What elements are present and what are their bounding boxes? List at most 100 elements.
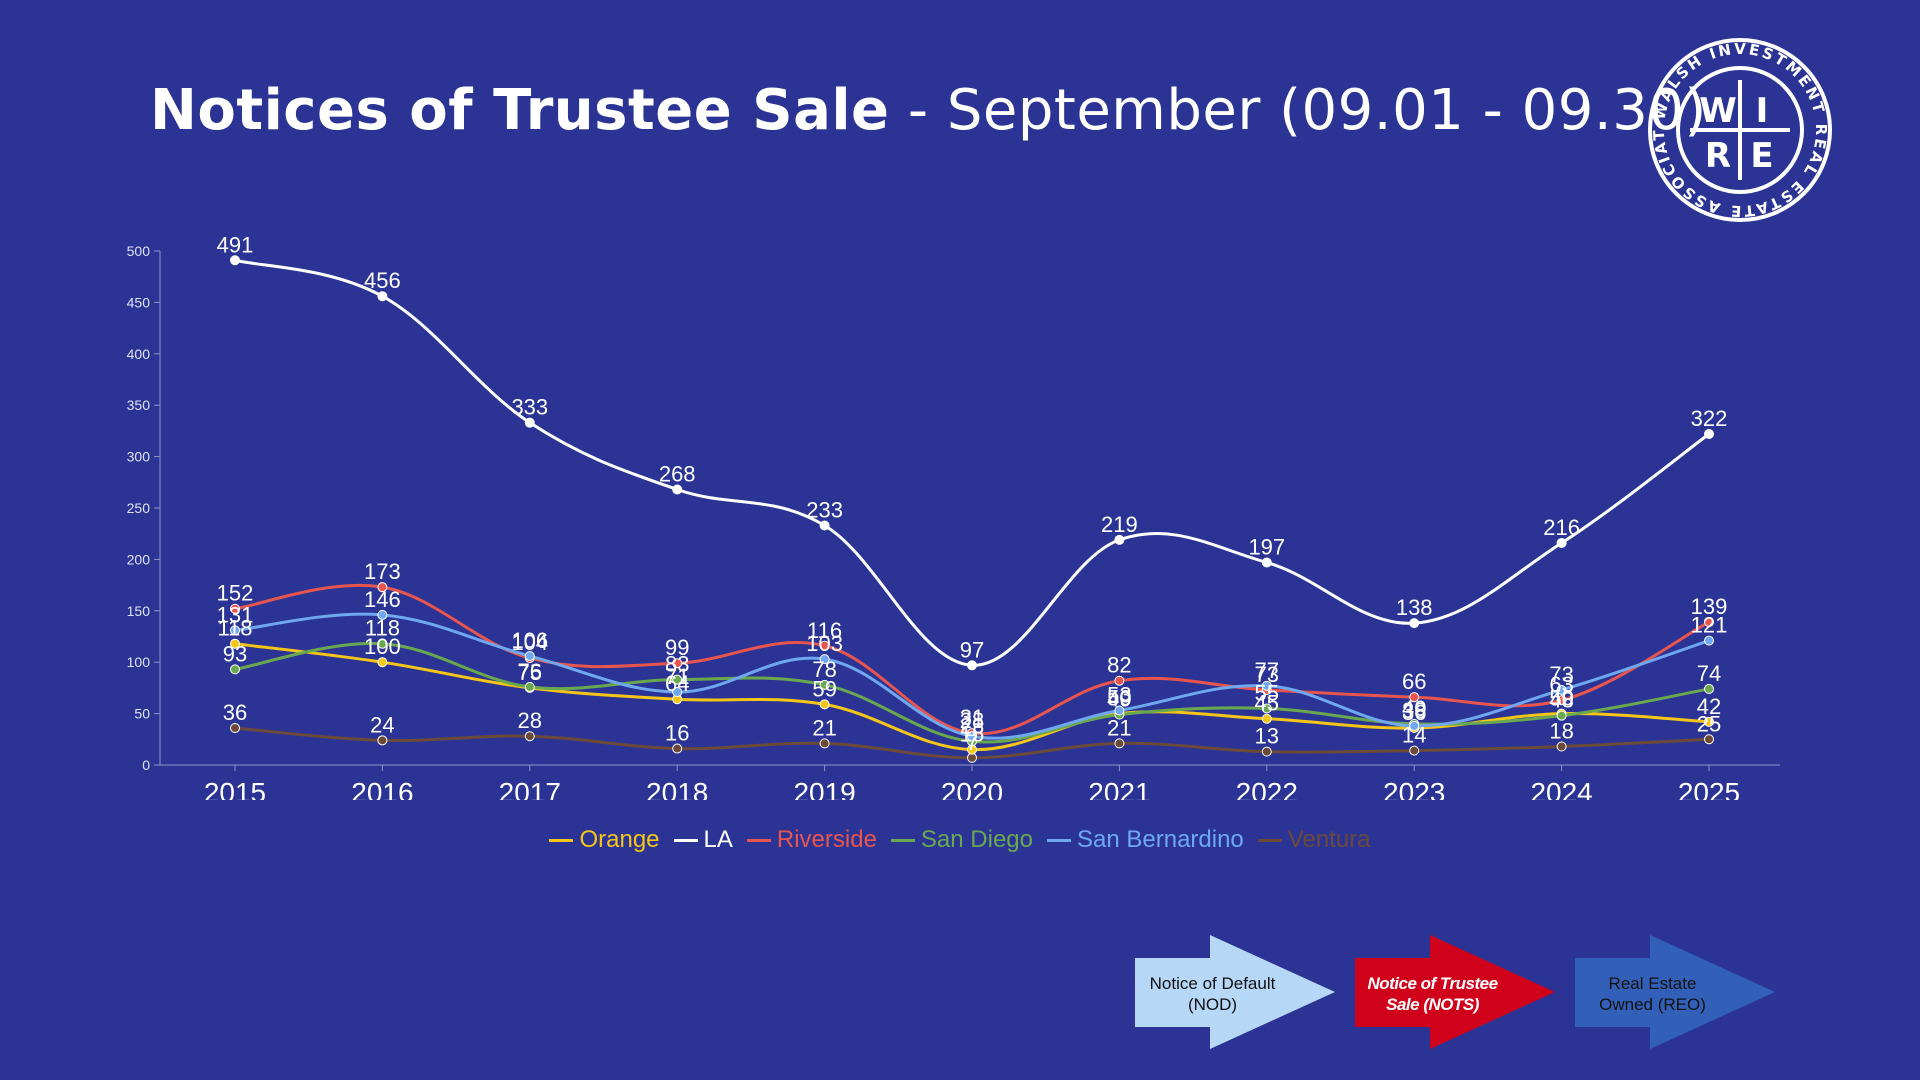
- y-tick-label: 300: [127, 449, 151, 465]
- data-point-san-bernardino: [1556, 684, 1567, 695]
- data-label-la: 97: [960, 637, 984, 662]
- data-point-san-diego: [672, 674, 683, 685]
- legend-item-ventura: Ventura: [1257, 826, 1371, 854]
- data-label-la: 216: [1543, 515, 1580, 540]
- data-label-san-diego: 49: [1107, 687, 1131, 712]
- data-label-riverside: 152: [217, 581, 254, 606]
- data-point-san-diego: [230, 664, 240, 675]
- chart-legend: Orange LA Riverside San Diego San Bernardino…: [0, 826, 1920, 854]
- data-label-san-bernardino: 38: [1402, 698, 1426, 723]
- data-label-la: 268: [659, 461, 696, 486]
- data-label-orange: 42: [1697, 694, 1721, 719]
- data-point-san-diego: [1704, 683, 1714, 694]
- data-point-san-bernardino: [967, 731, 977, 742]
- data-label-san-bernardino: 103: [806, 631, 843, 656]
- data-label-orange: 50: [1107, 686, 1131, 711]
- logo-letter-i: I: [1756, 91, 1769, 131]
- data-label-ventura: 21: [1107, 715, 1131, 740]
- data-point-san-bernardino: [1409, 720, 1420, 731]
- data-label-orange: 64: [665, 671, 689, 696]
- legend-label: San Bernardino: [1077, 826, 1244, 853]
- data-label-orange: 59: [812, 676, 836, 701]
- data-label-san-bernardino: 73: [1549, 662, 1573, 687]
- legend-swatch: [1047, 838, 1071, 842]
- data-point-san-bernardino: [1704, 635, 1714, 646]
- data-point-riverside: [1556, 695, 1567, 706]
- legend-label: Riverside: [776, 826, 877, 853]
- reo-arrow: Real Estate Owned (REO): [1570, 935, 1775, 1050]
- data-point-riverside: [672, 658, 683, 669]
- x-tick-label: 2025: [1678, 777, 1740, 800]
- data-label-la: 322: [1691, 406, 1728, 431]
- data-label-la: 491: [217, 232, 254, 257]
- data-point-orange: [819, 699, 830, 710]
- data-point-san-bernardino: [1261, 680, 1272, 691]
- data-label-ventura: 7: [966, 730, 978, 755]
- title-bold: Notices of Trustee Sale: [150, 78, 890, 143]
- legend-item-san-bernardino: San Bernardino: [1047, 826, 1244, 854]
- y-tick-label: 0: [142, 757, 150, 773]
- data-point-ventura: [1704, 734, 1714, 745]
- data-label-ventura: 21: [812, 715, 836, 740]
- data-point-la: [819, 520, 830, 531]
- data-point-san-diego: [524, 681, 535, 692]
- data-point-riverside: [230, 603, 240, 614]
- data-label-ventura: 28: [518, 708, 542, 733]
- x-tick-label: 2016: [351, 777, 413, 800]
- x-tick-label: 2017: [499, 777, 561, 800]
- data-label-san-diego: 93: [223, 641, 247, 666]
- data-point-ventura: [377, 735, 388, 746]
- legend-label: LA: [703, 826, 733, 853]
- data-label-ventura: 36: [223, 700, 247, 725]
- data-label-riverside: 66: [1402, 669, 1426, 694]
- data-point-riverside: [377, 582, 388, 593]
- data-point-san-bernardino: [819, 654, 830, 665]
- data-point-la: [230, 255, 240, 266]
- data-point-riverside: [1409, 692, 1420, 703]
- data-label-san-bernardino: 71: [665, 664, 689, 689]
- data-label-orange: 36: [1402, 700, 1426, 725]
- data-point-san-diego: [819, 679, 830, 690]
- legend-swatch: [890, 838, 915, 842]
- data-label-riverside: 63: [1549, 672, 1573, 697]
- data-label-la: 219: [1101, 512, 1138, 537]
- data-point-riverside: [1114, 675, 1125, 686]
- y-tick-label: 350: [127, 397, 151, 413]
- data-label-san-bernardino: 28: [960, 708, 984, 733]
- process-flow: Notice of Default (NOD) Notice of Truste…: [1130, 935, 1775, 1055]
- data-label-san-diego: 76: [518, 659, 542, 684]
- data-label-san-diego: 40: [1402, 696, 1426, 721]
- x-tick-label: 2018: [646, 777, 708, 800]
- logo-letter-r: R: [1705, 136, 1731, 176]
- data-label-riverside: 99: [665, 635, 689, 660]
- legend-label: San Diego: [920, 826, 1033, 853]
- line-chart: 0 50 100 150 200 250 300 350 400 450 500 2015 2016 20…: [127, 232, 1780, 800]
- title-sub: - September (09.01 - 09.30): [889, 78, 1707, 143]
- data-label-san-bernardino: 106: [511, 628, 548, 653]
- data-label-san-bernardino: 121: [1691, 613, 1728, 638]
- data-point-ventura: [524, 731, 535, 742]
- legend-swatch: [549, 838, 574, 842]
- y-tick-label: 500: [127, 243, 151, 259]
- data-point-la: [672, 484, 683, 495]
- data-label-ventura: 25: [1697, 711, 1721, 736]
- data-label-ventura: 13: [1255, 724, 1279, 749]
- x-tick-label: 2019: [793, 777, 855, 800]
- data-label-ventura: 16: [665, 721, 689, 746]
- y-tick-label: 250: [127, 500, 151, 516]
- data-label-orange: 118: [217, 616, 252, 641]
- x-tick-label: 2022: [1236, 777, 1298, 800]
- data-label-san-diego: 78: [812, 657, 836, 682]
- legend-swatch: [673, 838, 698, 842]
- legend-label: Ventura: [1287, 826, 1371, 853]
- data-label-la: 138: [1396, 595, 1433, 620]
- data-point-san-bernardino: [1114, 705, 1125, 716]
- x-tick-label: 2015: [204, 777, 266, 800]
- y-tick-label: 50: [134, 706, 150, 722]
- x-tick-label: 2020: [941, 777, 1003, 800]
- nod-arrow: Notice of Default (NOD): [1130, 935, 1335, 1050]
- data-label-san-bernardino: 146: [364, 587, 401, 612]
- data-point-san-diego: [1556, 710, 1567, 721]
- data-label-ventura: 24: [370, 712, 394, 737]
- reo-label: Real Estate Owned (REO): [1599, 974, 1706, 1014]
